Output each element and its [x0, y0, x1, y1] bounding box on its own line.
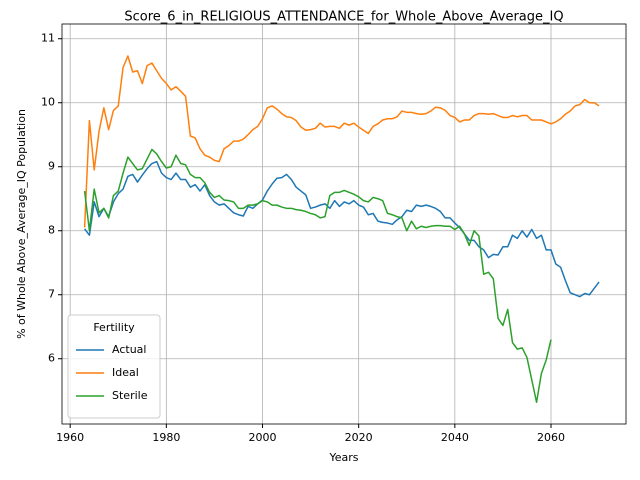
legend-title: Fertility [93, 321, 135, 334]
x-tick-label: 1960 [56, 431, 84, 444]
y-tick-label: 8 [48, 224, 55, 237]
y-tick-label: 11 [41, 32, 55, 45]
y-tick-label: 10 [41, 96, 55, 109]
legend-label: Sterile [112, 389, 148, 402]
legend-label: Ideal [112, 366, 139, 379]
chart-title: Score_6_in_RELIGIOUS_ATTENDANCE_for_Whol… [124, 10, 563, 25]
x-axis-label: Years [328, 451, 358, 464]
x-tick-label: 2000 [249, 431, 277, 444]
x-tick-label: 2060 [537, 431, 565, 444]
legend-label: Actual [112, 343, 146, 356]
series-line [83, 55, 600, 228]
y-tick-label: 9 [48, 160, 55, 173]
x-tick-label: 2040 [441, 431, 469, 444]
y-tick-label: 6 [48, 352, 55, 365]
x-tick-label: 1980 [152, 431, 180, 444]
series-line [84, 160, 600, 298]
y-axis-label: % of Whole Above_Average_IQ Population [15, 109, 28, 339]
legend: Fertility Actual Ideal Sterile [67, 314, 161, 419]
series-line [83, 148, 552, 403]
y-tick-label: 7 [48, 288, 55, 301]
plot-frame [61, 23, 627, 425]
legend-box [67, 314, 161, 419]
x-tick-label: 2020 [345, 431, 373, 444]
